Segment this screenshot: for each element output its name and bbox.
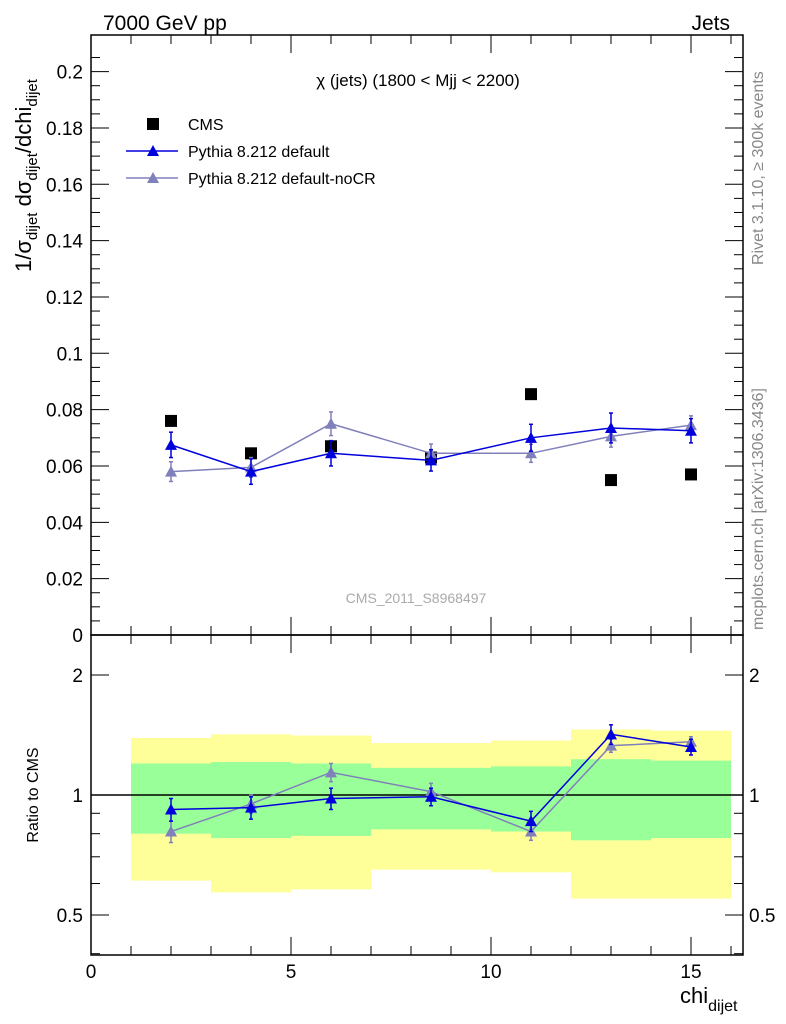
legend-marker-cms [147,118,159,130]
watermark: CMS_2011_S8968497 [346,590,487,606]
header-left: 7000 GeV pp [103,12,227,35]
ratio-data-point [165,803,177,815]
data-point [605,421,617,433]
cms-data-point [165,414,177,427]
legend: CMS Pythia 8.212 default Pythia 8.212 defa… [126,117,376,188]
ratio-data-point [525,815,537,827]
x-tick-label: 0 [86,962,97,983]
ratio-data-point [685,740,697,752]
ratio-y-tick-label: 1 [72,786,83,807]
legend-label: Pythia 8.212 default [188,144,330,161]
legend-marker [147,145,159,156]
data-point [525,447,537,459]
x-tick-label: 10 [480,962,501,983]
y-tick-label: 0.06 [46,457,83,478]
y-tick-label: 0 [72,626,83,647]
y-tick-label: 0.14 [46,232,83,253]
cms-data-point [685,468,697,481]
cms-data-point [605,474,617,487]
cms-data-point [245,447,257,460]
header-right: Jets [691,12,730,35]
data-point [165,438,177,450]
y-tick-label: 0.18 [46,119,83,140]
data-point [425,454,437,466]
ratio-y-tick-label-right: 2 [749,666,760,687]
y-tick-label: 0.1 [57,344,83,365]
ratio-data-point [605,728,617,740]
ratio-data-point [325,792,337,804]
x-axis-label: chidijet [680,983,738,1015]
ratio-band-inner [651,760,731,839]
y-tick-label: 0.08 [46,401,83,422]
ratio-y-tick-label-right: 1 [749,786,760,807]
y-axis-label: 1/σdijet dσdijet/dchidijet [11,78,41,272]
data-point [165,465,177,477]
ratio-data-point [325,766,337,778]
x-tick-label: 5 [286,962,297,983]
side-mcplots: mcplots.cern.ch [arXiv:1306.3436] [750,388,767,630]
data-point [325,417,337,429]
legend-label: Pythia 8.212 default-noCR [188,171,376,188]
y-tick-label: 0.16 [46,175,83,196]
ratio-band-inner [571,759,651,841]
y-tick-label: 0.2 [57,63,83,84]
data-point [325,447,337,459]
data-point [685,424,697,436]
side-rivet: Rivet 3.1.10, ≥ 300k events [750,71,767,265]
legend-marker [147,172,159,183]
ratio-data-point [245,801,257,813]
ratio-data-point [425,790,437,802]
y-tick-label: 0.02 [46,570,83,591]
ratio-data-point [165,825,177,837]
x-tick-label: 15 [680,962,701,983]
y-tick-label: 0.12 [46,288,83,309]
ratio-y-tick-label: 2 [72,666,83,687]
data-point [245,465,257,477]
ratio-y-tick-label-right: 0.5 [749,906,775,927]
legend-label: CMS [188,117,224,134]
plot-title: χ (jets) (1800 < Mjj < 2200) [316,71,520,90]
ratio-ylabel: Ratio to CMS [25,747,42,842]
y-tick-label: 0.04 [46,513,83,534]
ratio-data-point [605,739,617,751]
ratio-y-tick-label: 0.5 [57,906,83,927]
cms-data-point [525,388,537,401]
data-point [525,431,537,443]
